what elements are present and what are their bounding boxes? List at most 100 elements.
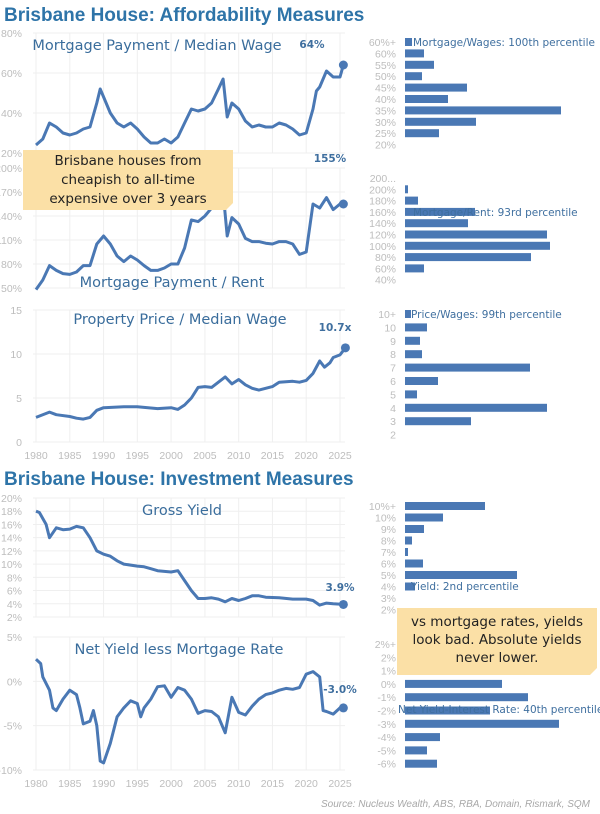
hist-bar (405, 241, 550, 250)
hist-category-label: -1% (377, 692, 396, 704)
x-tick-label: 2020 (295, 450, 319, 462)
latest-point (338, 60, 348, 70)
hist-annotation: Yield: 2nd percentile (410, 581, 519, 593)
hist-category-label: -4% (377, 732, 396, 744)
y-tick-label: 50% (1, 283, 22, 295)
hist-category-label: 2%+ (375, 639, 396, 651)
hist-category-label: 10% (375, 513, 396, 525)
hist-category-label: 60% (375, 263, 396, 275)
hist-annotation: Mortgage/Wages: 100th percentile (413, 37, 595, 49)
note-line: never lower. (456, 650, 539, 666)
hist-annotation: Mortgage/Rent: 93rd percentile (413, 207, 578, 219)
note-line: vs mortgage rates, yields (411, 614, 583, 630)
y-tick-label: 16% (1, 519, 22, 531)
hist-category-label: 40% (375, 94, 396, 106)
hist-category-label: 0% (381, 679, 396, 691)
hist-category-label: 60%+ (369, 37, 396, 49)
hist-category-label: 6 (390, 376, 396, 388)
hist-category-label: 20% (375, 140, 396, 152)
note-line: cheapish to all-time (61, 172, 195, 188)
hist-category-label: 25% (375, 128, 396, 140)
latest-value-label: 10.7x (319, 322, 352, 334)
hist-bar (405, 49, 424, 58)
x-tick-label: 2025 (328, 778, 352, 790)
x-tick-label: 2010 (227, 450, 251, 462)
hist-category-label: 9 (390, 336, 396, 348)
y-tick-label: 200% (0, 163, 22, 175)
hist-bar (405, 502, 485, 510)
chart-title: Net Yield less Mortgage Rate (75, 642, 284, 658)
hist-bar (405, 60, 434, 69)
x-tick-label: 1980 (24, 778, 48, 790)
y-tick-label: 4% (7, 599, 22, 611)
heading-affordability: Brisbane House: Affordability Measures (4, 5, 364, 26)
hist-bar (405, 559, 423, 568)
hist-bar (405, 336, 420, 345)
hist-category-label: 4 (390, 403, 396, 415)
hist-bar (405, 117, 476, 126)
latest-point (340, 343, 350, 353)
hist-category-label: 50% (375, 71, 396, 83)
hist-category-label: 30% (375, 117, 396, 129)
hist-bar (405, 95, 448, 103)
hist-bar (405, 129, 439, 138)
hist-category-label: 9% (381, 524, 396, 536)
y-tick-label: 12% (1, 546, 22, 558)
heading-investment: Brisbane House: Investment Measures (4, 469, 354, 490)
latest-value-label: 64% (299, 39, 325, 51)
x-tick-label: 2015 (261, 450, 285, 462)
source-note: Source: Nucleus Wealth, ABS, RBA, Domain… (321, 799, 591, 810)
hist-bar (405, 706, 490, 715)
y-tick-label: 15 (10, 305, 22, 317)
latest-point (338, 599, 348, 609)
chart-title: Gross Yield (142, 503, 222, 519)
hist-bar (405, 746, 427, 755)
hist-category-label: 10%+ (369, 501, 396, 513)
hist-category-label: 35% (375, 105, 396, 117)
y-tick-label: 80% (1, 259, 22, 271)
hist-category-label: -6% (377, 759, 396, 771)
hist-bar (405, 693, 528, 702)
hist-category-label: 60% (375, 48, 396, 60)
y-tick-label: -5% (3, 721, 22, 733)
series-line (35, 509, 344, 607)
x-tick-label: 1985 (58, 450, 82, 462)
note-investment: vs mortgage rates, yields look bad. Abso… (397, 608, 597, 675)
x-tick-label: 2015 (261, 778, 285, 790)
hist-category-label: 7% (381, 547, 396, 559)
hist-bar (405, 582, 415, 591)
hist-bar (405, 310, 411, 318)
hist-category-label: -5% (377, 745, 396, 757)
hist-bar (405, 207, 475, 216)
hist-bar (405, 513, 443, 522)
y-tick-label: 140% (0, 211, 22, 223)
hist-category-label: 45% (375, 83, 396, 95)
y-tick-label: 60% (1, 68, 22, 80)
hist-bar (405, 733, 440, 742)
y-tick-label: 5% (7, 632, 22, 644)
chart-title: Property Price / Median Wage (73, 312, 286, 328)
y-tick-label: 80% (1, 28, 22, 40)
x-tick-label: 2025 (328, 450, 352, 462)
hist-bar (405, 350, 422, 359)
hist-category-label: 7 (390, 363, 396, 375)
hist-category-label: 120% (369, 230, 396, 242)
hist-bar (405, 219, 468, 228)
x-tick-label: 1995 (126, 778, 150, 790)
y-tick-label: 10% (1, 559, 22, 571)
hist-bar (405, 196, 418, 205)
x-tick-label: 2000 (159, 450, 183, 462)
hist-category-label: 55% (375, 60, 396, 72)
hist-bar (405, 185, 408, 194)
series-line (34, 658, 344, 765)
hist-category-label: 10+ (378, 309, 396, 321)
hist-category-label: 8 (390, 349, 396, 361)
x-tick-label: 1995 (126, 450, 150, 462)
hist-category-label: 80% (375, 252, 396, 264)
latest-point (338, 703, 348, 713)
sticky-note (397, 608, 597, 675)
hist-bar (405, 525, 424, 533)
x-tick-label: 2020 (295, 778, 319, 790)
y-tick-label: -10% (0, 765, 22, 777)
